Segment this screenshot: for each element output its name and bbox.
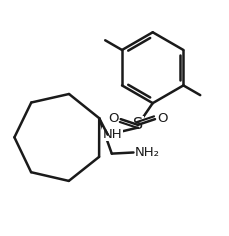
Text: NH: NH [102, 127, 122, 140]
Text: O: O [156, 112, 167, 125]
Text: O: O [108, 112, 118, 125]
Text: NH₂: NH₂ [134, 146, 159, 159]
Text: S: S [132, 117, 142, 132]
